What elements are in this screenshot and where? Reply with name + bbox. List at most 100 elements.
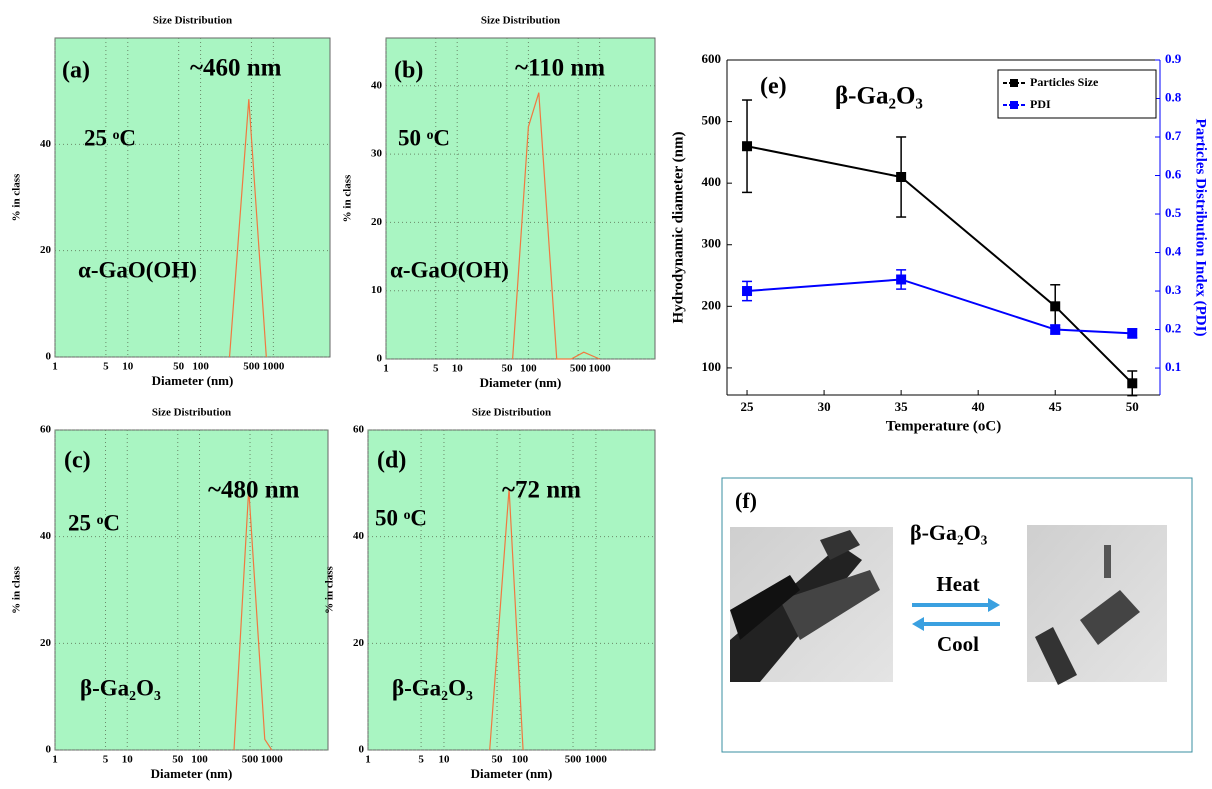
y-tick-label: 40 [353, 530, 365, 542]
y-tick-label: 600 [702, 51, 722, 66]
chart-title: Size Distribution [152, 407, 231, 419]
y-tick-label: 20 [353, 637, 365, 649]
annotation: 25 ᵒC [84, 125, 136, 150]
x-tick-label: 40 [972, 399, 985, 414]
y2-tick-label: 0.8 [1165, 89, 1182, 104]
x-tick-label: 50 [173, 361, 185, 373]
annotation: α-GaO(OH) [78, 257, 197, 282]
x-tick-label: 10 [122, 361, 134, 373]
arrow-label: Cool [937, 632, 979, 656]
legend-marker [1010, 79, 1018, 87]
y-axis-title: % in class [11, 173, 23, 221]
x-tick-label: 30 [818, 399, 831, 414]
y-tick-label: 500 [702, 113, 722, 128]
y2-axis-title: Particles Distribution Index (PDI) [1193, 119, 1209, 337]
x-tick-label: 500 [570, 363, 587, 375]
x-tick-label: 10 [122, 754, 134, 766]
x-tick-label: 500 [243, 361, 260, 373]
x-tick-label: 50 [492, 754, 504, 766]
x-tick-label: 1 [52, 754, 58, 766]
x-tick-label: 1 [383, 363, 389, 375]
y-tick-label: 100 [702, 359, 722, 374]
marker [1050, 325, 1060, 335]
marker [1050, 301, 1060, 311]
cool-arrow-head [912, 617, 924, 631]
y2-tick-label: 0.9 [1165, 51, 1182, 66]
annotation: β-Ga₂O₃ [392, 675, 473, 700]
legend-label: PDI [1030, 97, 1051, 111]
chart-title: Size Distribution [472, 407, 551, 419]
x-tick-label: 100 [520, 363, 537, 375]
tem-image-left [730, 527, 893, 682]
y2-tick-label: 0.1 [1165, 359, 1181, 374]
y-tick-label: 10 [371, 284, 383, 296]
marker [742, 141, 752, 151]
y-tick-label: 30 [371, 148, 383, 160]
figure: (f) β-Ga₂O₃ Heat Cool Size Distribution D… [0, 0, 1212, 789]
y-tick-label: 0 [46, 744, 52, 756]
x-tick-label: 45 [1049, 399, 1063, 414]
annotation: α-GaO(OH) [390, 257, 509, 282]
y-tick-label: 40 [40, 530, 52, 542]
x-tick-label: 5 [103, 361, 109, 373]
panel-label: (f) [735, 488, 757, 513]
legend-label: Particles Size [1030, 75, 1099, 89]
annotation: (e) [760, 74, 787, 100]
annotation: ~480 nm [208, 477, 300, 504]
distribution-chart: Size Distribution Diameter (nm) % in class… [11, 407, 328, 781]
x-tick-label: 500 [242, 754, 259, 766]
annotation: β-Ga₂O₃ [835, 83, 923, 110]
x-tick-label: 10 [438, 754, 450, 766]
distribution-chart: Size DistributionDiameter (nm)% in class… [11, 15, 330, 388]
x-tick-label: 100 [192, 361, 209, 373]
plot-area [55, 38, 330, 357]
y-tick-label: 60 [40, 424, 52, 436]
x-tick-label: 1000 [589, 363, 612, 375]
arrow-label: Heat [936, 572, 979, 596]
x-tick-label: 10 [452, 363, 464, 375]
annotation: (c) [64, 448, 91, 474]
x-tick-label: 35 [895, 399, 909, 414]
x-tick-label: 5 [103, 754, 109, 766]
panel-f: (f) β-Ga₂O₃ Heat Cool [722, 478, 1192, 752]
y-tick-label: 400 [702, 174, 722, 189]
y2-tick-label: 0.3 [1165, 282, 1182, 297]
y-tick-label: 20 [371, 216, 383, 228]
y-tick-label: 0 [359, 744, 365, 756]
y-tick-label: 300 [702, 236, 722, 251]
y2-tick-label: 0.6 [1165, 167, 1182, 182]
y-axis-title: % in class [11, 565, 23, 613]
x-axis-title: Diameter (nm) [151, 766, 233, 781]
x-tick-label: 50 [172, 754, 184, 766]
annotation: β-Ga₂O₃ [80, 675, 161, 700]
annotation: ~460 nm [190, 55, 282, 82]
legend-marker [1010, 101, 1018, 109]
chart-title: Size Distribution [153, 15, 232, 27]
y-tick-label: 20 [40, 637, 52, 649]
y-axis-title: % in class [324, 565, 336, 613]
x-tick-label: 1000 [585, 754, 608, 766]
annotation: (d) [377, 448, 406, 474]
y2-tick-label: 0.2 [1165, 321, 1181, 336]
annotation: 50 ᵒC [375, 505, 427, 530]
marker [896, 172, 906, 182]
distribution-chart: Size Distribution Diameter (nm) % in class… [324, 407, 655, 781]
x-axis-title: Diameter (nm) [471, 766, 553, 781]
y-axis-title: % in class [342, 174, 354, 222]
annotation: ~72 nm [502, 477, 581, 504]
marker [1127, 378, 1137, 388]
x-tick-label: 100 [512, 754, 529, 766]
x-axis-title: Diameter (nm) [480, 375, 562, 390]
x-tick-label: 50 [501, 363, 513, 375]
y-axis-title: Hydrodynamic diameter (nm) [670, 132, 686, 324]
panel-title: β-Ga₂O₃ [910, 520, 988, 545]
annotation: ~110 nm [515, 55, 605, 82]
y2-tick-label: 0.7 [1165, 128, 1182, 143]
annotation: (b) [394, 58, 423, 84]
x-tick-label: 25 [741, 399, 755, 414]
annotation: 50 ᵒC [398, 125, 450, 150]
x-tick-label: 100 [191, 754, 208, 766]
x-axis-title: Temperature (oC) [886, 418, 1001, 434]
